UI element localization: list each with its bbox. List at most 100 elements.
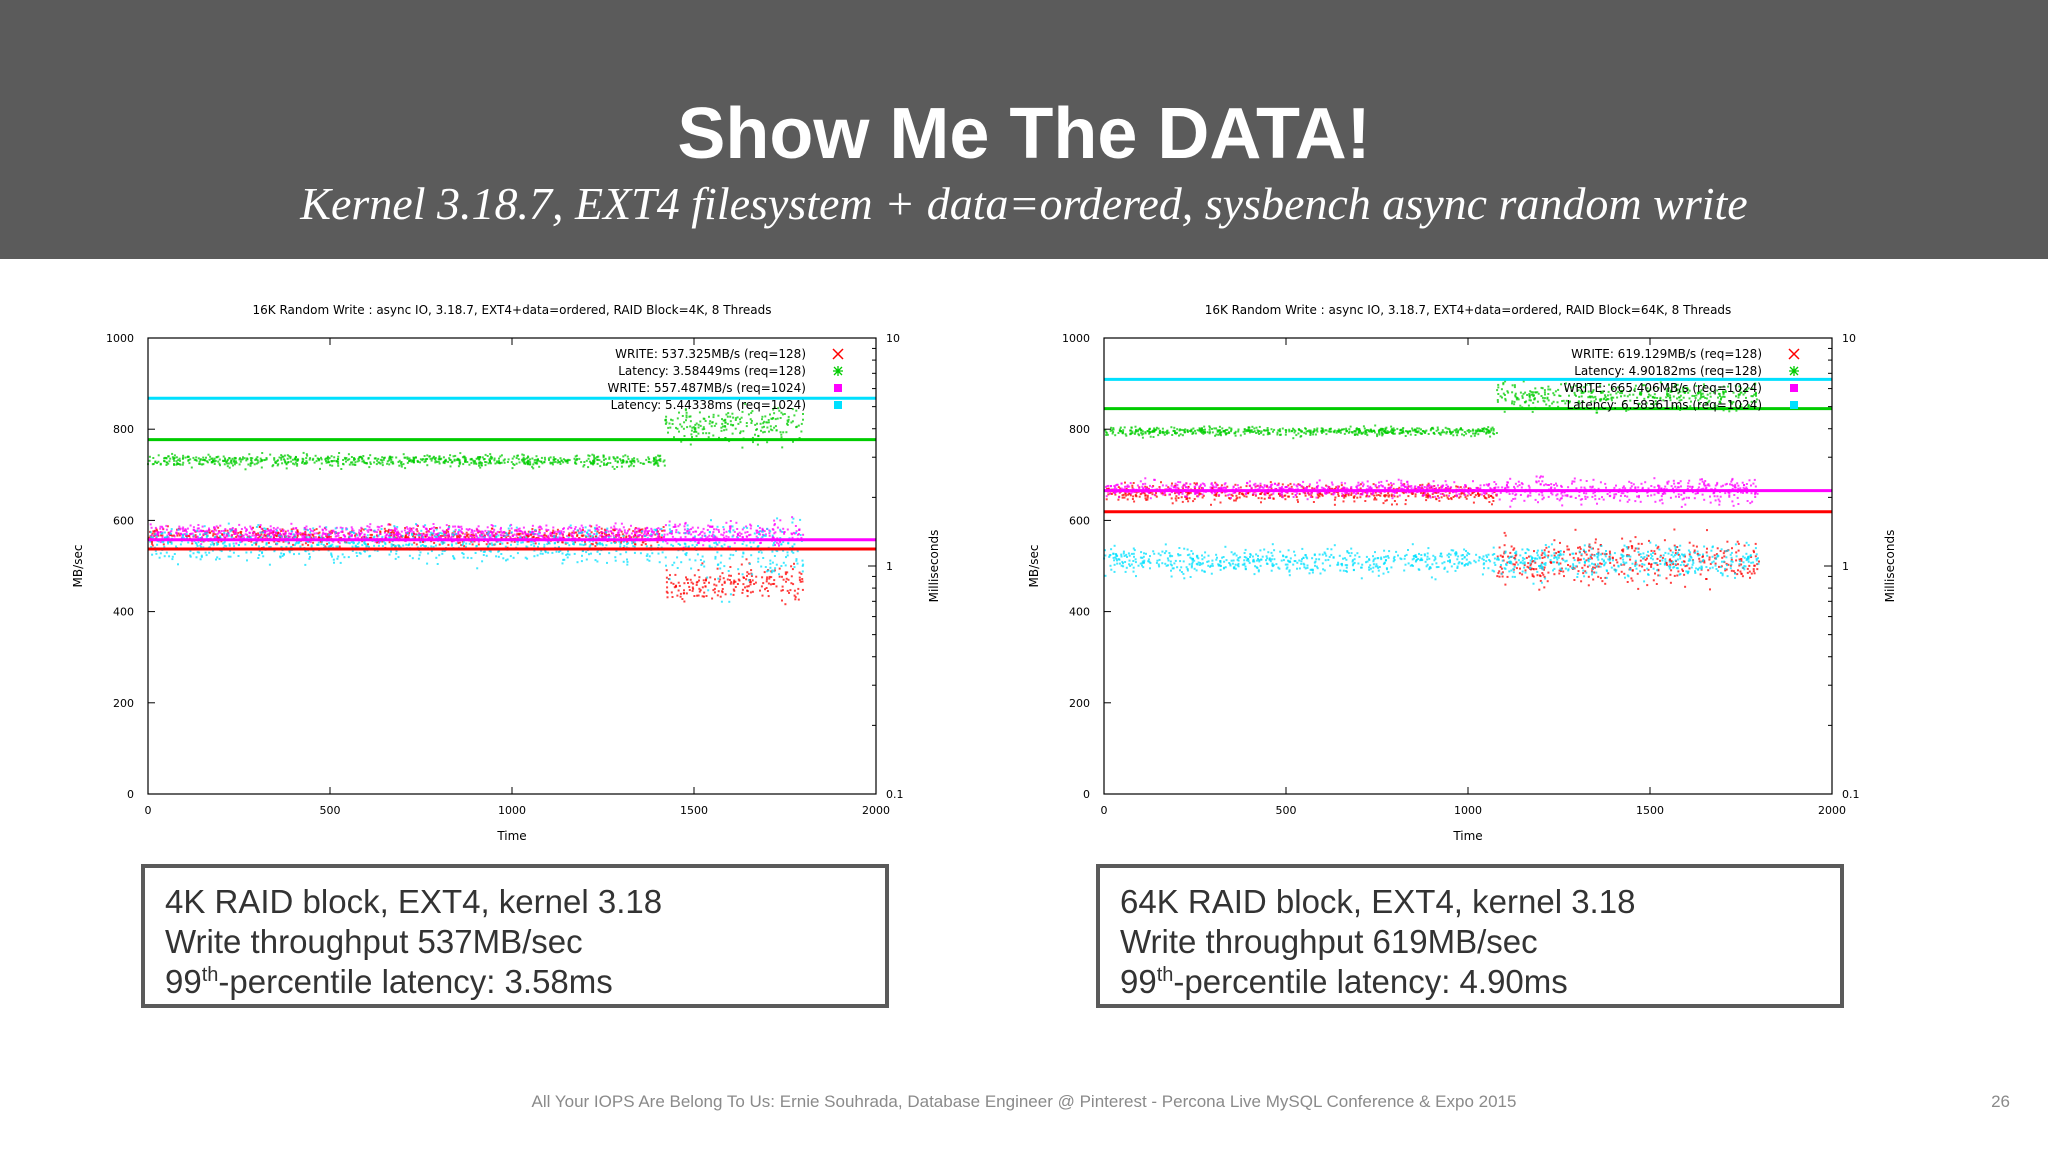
data-point xyxy=(205,533,208,535)
data-point xyxy=(340,530,343,533)
data-point xyxy=(764,566,767,568)
data-point xyxy=(1718,565,1720,568)
data-point xyxy=(706,529,709,531)
data-point xyxy=(622,460,625,463)
data-point xyxy=(212,531,215,533)
data-point xyxy=(610,542,613,545)
data-point xyxy=(651,531,653,533)
data-point xyxy=(263,527,266,530)
data-point xyxy=(781,446,784,449)
data-point xyxy=(1677,553,1680,556)
data-point xyxy=(1634,563,1637,566)
data-point xyxy=(273,458,276,461)
data-point xyxy=(232,460,235,463)
data-point xyxy=(1146,494,1149,497)
data-point xyxy=(1526,576,1529,579)
data-point xyxy=(329,464,332,467)
data-point xyxy=(187,459,190,462)
data-point xyxy=(444,531,447,534)
data-point xyxy=(224,528,227,531)
data-point xyxy=(463,455,466,458)
data-point xyxy=(708,544,711,547)
data-point xyxy=(1438,499,1441,502)
data-point xyxy=(761,426,764,429)
data-point xyxy=(481,560,484,563)
data-point xyxy=(621,533,624,536)
data-point xyxy=(786,423,789,426)
data-point xyxy=(783,531,786,533)
data-point xyxy=(709,576,712,579)
data-point xyxy=(1692,544,1695,547)
data-point xyxy=(714,535,717,538)
data-point xyxy=(481,456,484,459)
data-point xyxy=(729,531,732,534)
data-point xyxy=(272,536,275,539)
data-point xyxy=(480,531,483,534)
data-point xyxy=(791,408,794,411)
data-point xyxy=(457,533,460,535)
data-point xyxy=(708,415,710,418)
data-point xyxy=(286,457,289,460)
data-point xyxy=(625,551,628,554)
data-point xyxy=(306,454,309,457)
data-point xyxy=(678,584,681,587)
data-point xyxy=(190,466,193,469)
data-point xyxy=(1485,492,1488,495)
data-point xyxy=(1646,557,1648,560)
data-point xyxy=(1491,496,1494,499)
data-point xyxy=(612,457,615,460)
data-point xyxy=(274,460,277,463)
data-point xyxy=(419,458,422,461)
data-point xyxy=(377,457,380,460)
data-point xyxy=(1474,494,1477,497)
data-point xyxy=(1421,483,1424,486)
data-point xyxy=(1436,495,1439,498)
data-point xyxy=(331,530,334,533)
data-point xyxy=(424,460,427,463)
data-point xyxy=(1441,492,1444,495)
data-point xyxy=(1259,484,1262,487)
data-point xyxy=(781,599,783,602)
data-point xyxy=(768,430,770,433)
data-point xyxy=(736,536,739,539)
data-point xyxy=(177,532,180,535)
data-point xyxy=(507,527,510,530)
data-point xyxy=(494,462,497,465)
data-point xyxy=(477,540,480,543)
data-point xyxy=(179,459,181,462)
data-point xyxy=(1188,492,1191,495)
data-point xyxy=(166,525,169,528)
data-point xyxy=(305,460,308,463)
data-point xyxy=(756,536,759,539)
data-point xyxy=(1333,498,1336,501)
data-point xyxy=(479,461,482,464)
data-point xyxy=(435,528,438,531)
data-point xyxy=(235,532,238,535)
data-point xyxy=(484,529,487,532)
data-point xyxy=(628,534,631,537)
data-point xyxy=(341,530,344,533)
data-point xyxy=(731,525,734,528)
data-point xyxy=(458,541,461,544)
data-point xyxy=(665,576,668,579)
data-point xyxy=(170,528,173,531)
data-point xyxy=(366,534,369,537)
data-point xyxy=(178,525,181,528)
data-point xyxy=(651,533,654,536)
data-point xyxy=(1350,494,1353,496)
data-point xyxy=(736,528,739,530)
data-point xyxy=(703,560,706,563)
data-point xyxy=(663,464,666,467)
data-point xyxy=(1375,498,1378,501)
data-point xyxy=(230,462,233,465)
data-point xyxy=(736,416,739,419)
data-point xyxy=(1220,484,1223,487)
data-point xyxy=(447,532,450,535)
data-point xyxy=(1345,493,1347,496)
data-point xyxy=(263,459,266,462)
data-point xyxy=(732,529,735,532)
data-point xyxy=(795,559,798,562)
data-point xyxy=(255,532,258,535)
data-point xyxy=(415,456,417,459)
data-point xyxy=(732,554,735,557)
